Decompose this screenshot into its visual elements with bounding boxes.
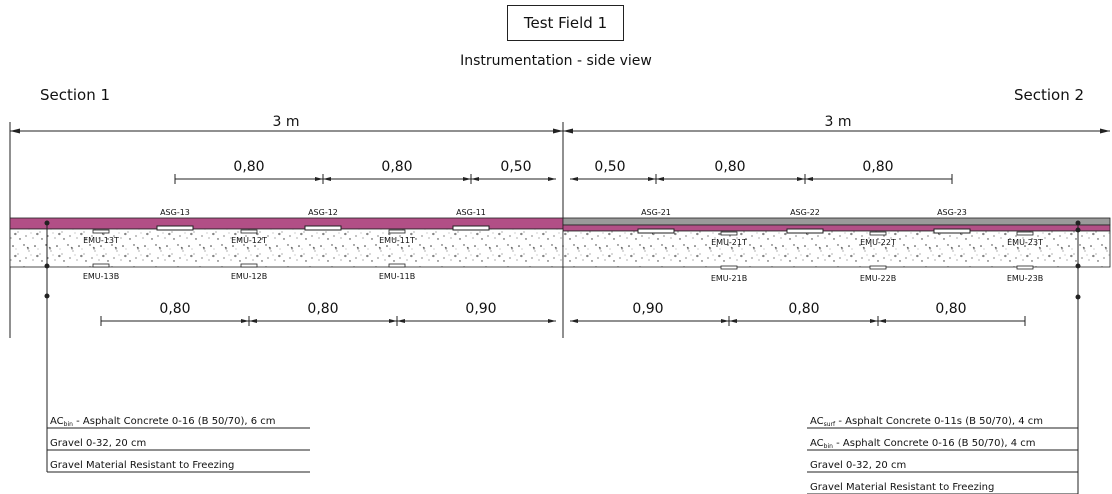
legend-right-line-4: Gravel Material Resistant to Freezing xyxy=(810,482,994,493)
gravel-layer-right xyxy=(562,230,1111,268)
emu-13t-label: EMU-13T xyxy=(83,236,119,245)
asg-22-label: ASG-22 xyxy=(790,208,820,217)
span-right-label: 3 m xyxy=(825,114,852,130)
emu-11b-label: EMU-11B xyxy=(379,272,415,281)
emu-21b-label: EMU-21B xyxy=(711,274,747,283)
asg-21-label: ASG-21 xyxy=(641,208,671,217)
asg-sensor xyxy=(637,228,675,234)
legend-right-line-3: Gravel 0-32, 20 cm xyxy=(810,460,906,471)
legend-left-line-3: Gravel Material Resistant to Freezing xyxy=(50,460,234,471)
asg-sensor xyxy=(452,225,490,231)
top-dim-right-3: 0,80 xyxy=(862,159,893,175)
asg-sensor xyxy=(304,225,342,231)
top-dim-left-1: 0,80 xyxy=(233,159,264,175)
bottom-dim-right-1: 0,90 xyxy=(632,301,663,317)
asg-sensor xyxy=(786,228,824,234)
asphalt-surface-layer-right xyxy=(562,217,1111,226)
bottom-dim-right-2: 0,80 xyxy=(788,301,819,317)
emu-12t-label: EMU-12T xyxy=(231,236,267,245)
section-2-label: Section 2 xyxy=(1014,86,1085,104)
top-dim-left-3: 0,50 xyxy=(500,159,531,175)
legend-right-line-2: ACbin - Asphalt Concrete 0-16 (B 50/70),… xyxy=(810,438,1036,450)
title-box: Test Field 1 xyxy=(507,5,624,41)
emu-11t-label: EMU-11T xyxy=(379,236,415,245)
emu-22b-label: EMU-22B xyxy=(860,274,896,283)
top-dim-right-2: 0,80 xyxy=(714,159,745,175)
gravel-layer-left xyxy=(9,228,564,268)
emu-12b-label: EMU-12B xyxy=(231,272,267,281)
span-left-label: 3 m xyxy=(273,114,300,130)
figure-subtitle: Instrumentation - side view xyxy=(460,53,652,69)
emu-23t-label: EMU-23T xyxy=(1007,238,1043,247)
emu-23b-label: EMU-23B xyxy=(1007,274,1043,283)
top-dim-left-2: 0,80 xyxy=(381,159,412,175)
asg-13-label: ASG-13 xyxy=(160,208,190,217)
bottom-dim-left-3: 0,90 xyxy=(465,301,496,317)
legend-left-line-1: ACbin - Asphalt Concrete 0-16 (B 50/70),… xyxy=(50,416,276,428)
bottom-dim-left-1: 0,80 xyxy=(159,301,190,317)
emu-22t-label: EMU-22T xyxy=(860,238,896,247)
top-dim-right-1: 0,50 xyxy=(594,159,625,175)
asg-11-label: ASG-11 xyxy=(456,208,486,217)
section-1-label: Section 1 xyxy=(40,86,111,104)
asg-sensor xyxy=(933,228,971,234)
emu-21t-label: EMU-21T xyxy=(711,238,747,247)
bottom-dim-left-2: 0,80 xyxy=(307,301,338,317)
asg-23-label: ASG-23 xyxy=(937,208,967,217)
figure-title: Test Field 1 xyxy=(523,14,608,32)
emu-13b-label: EMU-13B xyxy=(83,272,119,281)
legend-left-line-2: Gravel 0-32, 20 cm xyxy=(50,438,146,449)
asg-sensor xyxy=(156,225,194,231)
asg-12-label: ASG-12 xyxy=(308,208,338,217)
legend-right-line-1: ACsurf - Asphalt Concrete 0-11s (B 50/70… xyxy=(810,416,1043,428)
bottom-dim-right-3: 0,80 xyxy=(935,301,966,317)
